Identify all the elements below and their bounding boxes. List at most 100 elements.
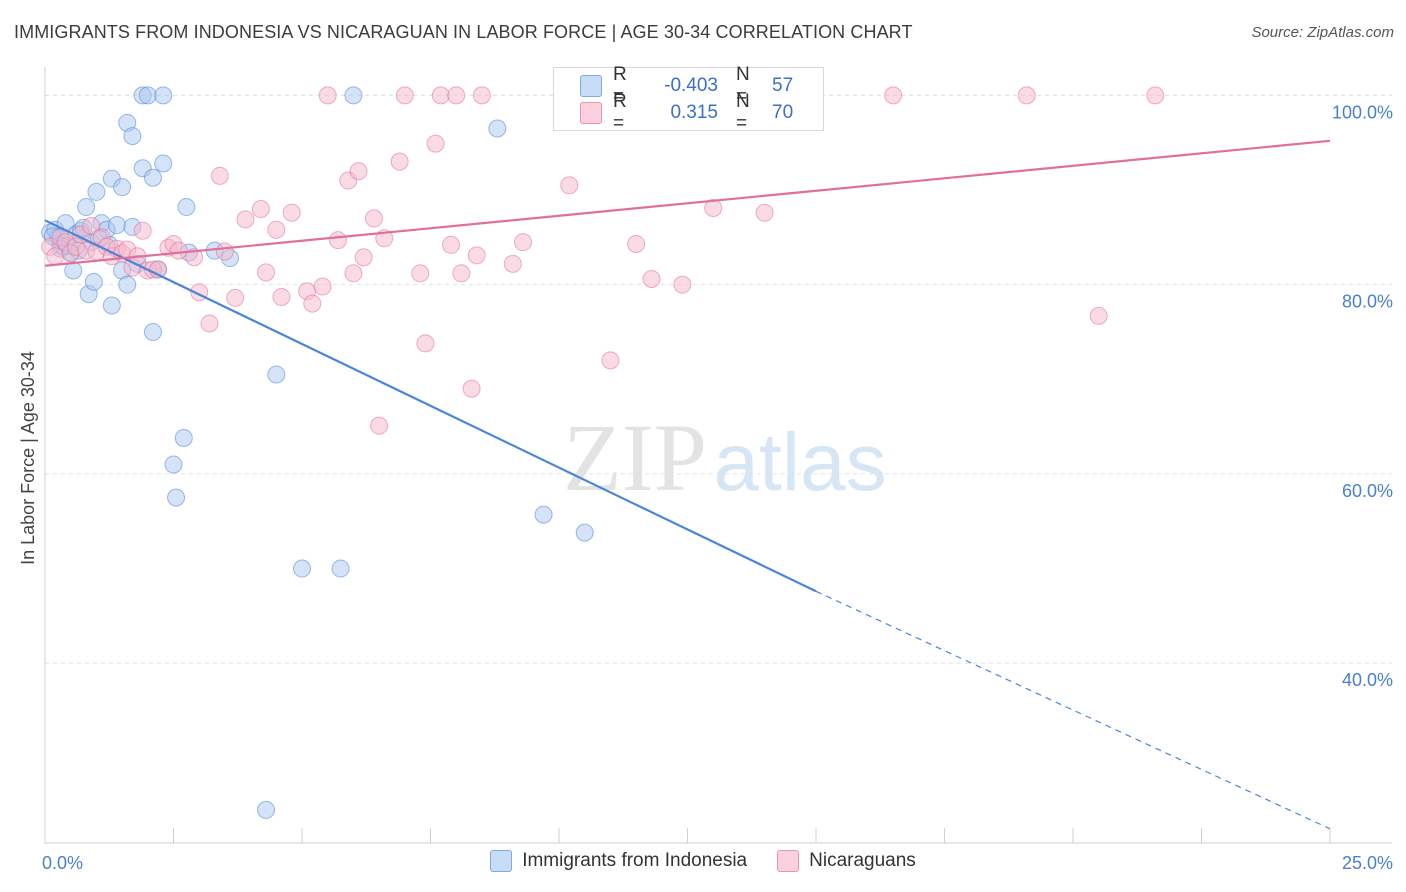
y-tick-label: 40.0% (1342, 670, 1393, 690)
point-indonesia (177, 198, 196, 217)
point-nicaraguans (462, 379, 481, 398)
legend-swatch-indonesia (490, 850, 513, 872)
point-indonesia (293, 559, 311, 578)
n-value: 57 (772, 75, 794, 96)
point-indonesia (267, 365, 286, 384)
r-label: R = (613, 91, 627, 134)
point-nicaraguans (673, 275, 692, 294)
point-nicaraguans (251, 199, 270, 218)
trend-line-indonesia (44, 219, 817, 593)
point-nicaraguans (210, 166, 229, 185)
point-nicaraguans (349, 162, 368, 181)
point-indonesia (143, 168, 162, 187)
y-tick-label: 80.0% (1342, 292, 1393, 312)
stats-swatch-nicaraguans (580, 102, 602, 124)
point-indonesia (77, 198, 96, 217)
point-nicaraguans (642, 269, 661, 288)
point-nicaraguans (267, 220, 286, 239)
point-indonesia (154, 86, 173, 105)
stats-box: R = -0.403 N = 57 R = 0.315 N = 70 (553, 64, 824, 134)
point-nicaraguans (1146, 86, 1165, 105)
point-nicaraguans (390, 152, 409, 171)
point-nicaraguans (416, 334, 435, 353)
point-indonesia (154, 154, 173, 173)
trend-line-nicaraguans (44, 139, 1331, 267)
point-nicaraguans (313, 277, 332, 296)
x-tick-label-end: 25.0% (1342, 853, 1393, 873)
y-axis-label: In Labor Force | Age 30-34 (18, 351, 38, 565)
point-nicaraguans (395, 86, 414, 105)
r-value: 0.315 (670, 102, 718, 123)
x-tick-label-start: 0.0% (42, 853, 83, 873)
x-tick-labels: 0.0% 25.0% (42, 853, 1393, 873)
point-indonesia (113, 178, 132, 197)
point-indonesia (174, 428, 193, 447)
y-tick-labels: 40.0% 60.0% 80.0% 100.0% (1332, 102, 1393, 690)
point-indonesia (118, 275, 137, 294)
point-indonesia (344, 86, 363, 105)
n-label: N = (736, 64, 750, 107)
point-indonesia (102, 296, 121, 315)
n-label: N = (736, 91, 750, 134)
point-indonesia (84, 272, 103, 291)
point-nicaraguans (328, 231, 347, 250)
point-indonesia (138, 86, 157, 105)
point-indonesia (575, 523, 594, 542)
point-nicaraguans (46, 247, 65, 266)
point-nicaraguans (884, 86, 903, 105)
point-nicaraguans (226, 288, 245, 307)
point-nicaraguans (452, 264, 471, 283)
point-indonesia (107, 216, 126, 235)
legend-item-indonesia: Immigrants from Indonesia (490, 850, 747, 872)
point-indonesia (331, 559, 350, 578)
point-indonesia (488, 119, 507, 138)
watermark-atlas: atlas (713, 417, 886, 508)
point-nicaraguans (514, 233, 533, 252)
point-indonesia (87, 182, 106, 201)
point-nicaraguans (704, 199, 723, 218)
legend-item-nicaraguans: Nicaraguans (777, 850, 916, 872)
legend-swatch-nicaraguans (777, 850, 800, 872)
point-nicaraguans (344, 264, 363, 283)
point-nicaraguans (560, 176, 579, 195)
point-nicaraguans (215, 242, 234, 261)
point-nicaraguans (1089, 306, 1108, 325)
point-nicaraguans (272, 287, 291, 306)
point-nicaraguans (169, 241, 188, 260)
point-nicaraguans (200, 314, 219, 333)
r-value: -0.403 (664, 75, 718, 96)
trend-line-indonesia-extrapolated (815, 590, 1331, 830)
watermark-zip: ZIP (563, 404, 707, 511)
point-nicaraguans (185, 248, 204, 267)
point-nicaraguans (442, 235, 461, 254)
point-indonesia (167, 488, 186, 507)
y-tick-label: 60.0% (1342, 481, 1393, 501)
point-nicaraguans (133, 221, 152, 240)
point-indonesia (143, 322, 162, 341)
point-nicaraguans (82, 216, 101, 235)
chart-title: IMMIGRANTS FROM INDONESIA VS NICARAGUAN … (14, 22, 913, 42)
point-nicaraguans (447, 86, 466, 105)
axes (44, 67, 1392, 844)
grid-lines (45, 94, 1392, 664)
point-nicaraguans (426, 134, 445, 153)
point-indonesia (123, 127, 142, 146)
y-tick-label: 100.0% (1332, 102, 1393, 122)
point-nicaraguans (503, 254, 522, 273)
point-nicaraguans (318, 86, 337, 105)
source-credit: Source: ZipAtlas.com (1251, 24, 1394, 41)
point-nicaraguans (370, 416, 389, 435)
point-nicaraguans (601, 351, 620, 370)
n-value: 70 (772, 102, 794, 123)
r-label: R = (613, 64, 627, 107)
point-indonesia (534, 505, 553, 524)
stats-swatch-indonesia (580, 75, 602, 97)
chart-legend: Immigrants from Indonesia Nicaraguans (0, 850, 1406, 872)
legend-label: Immigrants from Indonesia (522, 850, 748, 871)
point-indonesia (164, 455, 183, 474)
point-nicaraguans (257, 263, 276, 282)
legend-label: Nicaraguans (809, 850, 916, 871)
point-nicaraguans (354, 248, 373, 267)
point-nicaraguans (1017, 86, 1036, 105)
point-nicaraguans (431, 86, 450, 105)
